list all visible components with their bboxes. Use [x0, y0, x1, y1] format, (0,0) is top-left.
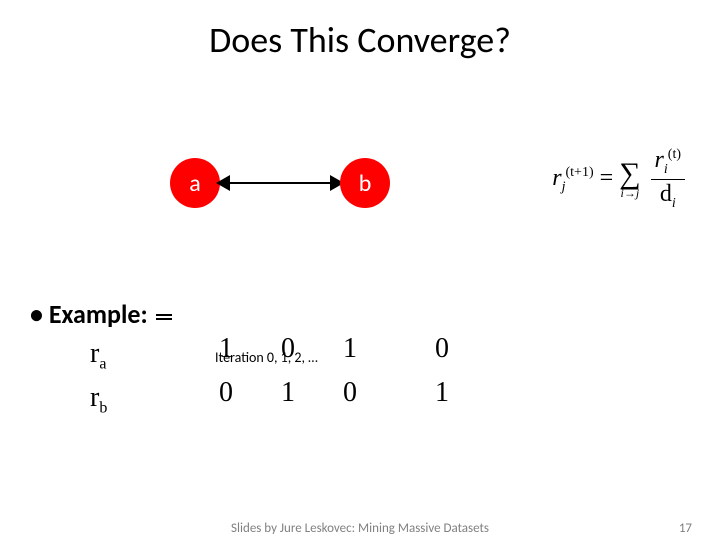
arrow-left-icon — [216, 175, 230, 191]
pagerank-formula: rj(t+1) = ∑ i→j ri(t) di — [552, 148, 685, 211]
page-number: 17 — [679, 521, 692, 536]
example-label: Example: — [49, 298, 148, 330]
formula-lhs-var: r — [552, 165, 561, 191]
iteration-label: Iteration 0, 1, 2, … — [215, 349, 318, 366]
footer-text: Slides by Jure Leskovec: Mining Massive … — [0, 521, 720, 536]
example-bullet: • Example: — [30, 298, 172, 330]
graph-diagram: a b — [170, 153, 410, 213]
rb-label: rb — [90, 382, 150, 418]
formula-lhs-sup: (t+1) — [566, 165, 594, 180]
row-labels: ra rb — [90, 338, 150, 417]
rb-values: 0101 — [195, 377, 473, 409]
fraction: ri(t) di — [651, 148, 685, 211]
formula-lhs-sub: j — [562, 180, 566, 195]
node-b: b — [340, 158, 390, 208]
equals-icon — [156, 312, 172, 322]
summation-icon: ∑ i→j — [619, 159, 640, 199]
edge-line — [220, 182, 340, 184]
slide-title: Does This Converge? — [0, 18, 720, 62]
node-a: a — [170, 158, 220, 208]
iteration-values: 1010 Iteration 0, 1, 2, … 0101 — [195, 333, 473, 409]
ra-label: ra — [90, 338, 150, 374]
